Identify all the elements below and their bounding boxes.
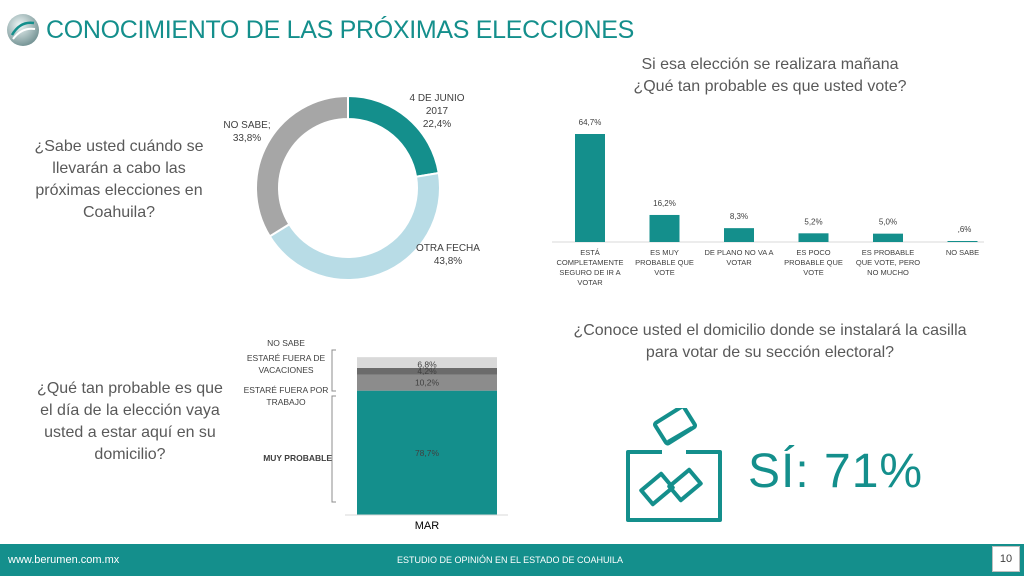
question-election-date: ¿Sabe usted cuándo se llevarán a cabo la… [34,138,204,221]
stack-category-label: MAR [415,520,440,532]
stack-value-label-0: 78,7% [415,448,440,458]
stack-segment-2 [357,367,497,375]
bar-value-label-2: 8,3% [730,212,748,221]
home-stacked-bar-chart: 78,7% 10,2% 4,2%6,8% MAR [331,349,508,532]
question-vote-probability-line2: ¿Qué tan probable es que usted vote? [633,78,907,95]
page-number: 10 [992,546,1020,572]
donut-label-other: OTRA FECHA 43,8% [404,242,492,268]
stack-series-label-1: ESTARÉ FUERA POR TRABAJO [243,385,329,407]
question-polling-location: ¿Conoce usted el domicilio donde se inst… [573,322,967,361]
bar-value-label-5: ,6% [958,225,972,234]
donut-label-nosabe: NO SABE; 33,8% [212,119,282,145]
page-title: CONOCIMIENTO DE LAS PRÓXIMAS ELECCIONES [46,16,634,44]
donut-label-nosabe-name: NO SABE [223,120,268,131]
donut-label-june-value: 22,4% [422,119,452,130]
polling-location-result: SÍ: 71% [748,445,924,498]
stack-segment-1 [357,374,497,391]
stack-series-label-0: MUY PROBABLE [263,453,332,463]
bar-category-label-3: ES POCO PROBABLE QUE VOTE [784,248,843,277]
donut-label-nosabe-value: 33,8% [232,133,262,144]
footer-bar [0,544,1024,576]
question-home-on-election-day: ¿Qué tan probable es que el día de la el… [37,380,223,463]
stack-segment-0 [357,390,497,515]
donut-label-june: 4 DE JUNIO 2017 22,4% [402,92,472,131]
footer-website-link[interactable]: www.berumen.com.mx [8,554,120,566]
stack-value-label-2: 4,2% [417,366,437,376]
bar-category-label-1: ES MUY PROBABLE QUE VOTE [635,248,694,277]
bar-value-label-1: 16,2% [653,199,676,208]
donut-slice-2 [255,94,349,238]
stack-bracket-top [331,349,336,392]
bar-0 [575,134,605,242]
donut-label-other-name: OTRA FECHA [416,243,480,254]
stack-segment-3 [357,357,497,368]
bar-3 [798,233,829,242]
footer-study-title: ESTUDIO DE OPINIÓN EN EL ESTADO DE COAHU… [396,555,624,565]
stack-series-label-2: ESTARÉ FUERA DE VACACIONES [246,353,326,375]
donut-label-other-value: 43,8% [433,256,463,267]
bar-category-label-0: ESTÁ COMPLETAMENTE SEGURO DE IR A VOTAR [556,248,624,287]
bar-5 [947,240,978,242]
bar-category-label-4: ES PROBABLE QUE VOTE, PERO NO MUCHO [855,248,921,277]
donut-label-june-name: 4 DE JUNIO 2017 [409,93,465,117]
bar-value-label-3: 5,2% [804,217,822,226]
berumen-logo-icon [7,14,39,46]
ballot-box-icon [626,408,722,522]
bar-4 [873,233,903,242]
vote-probability-bar-chart: 64,7% 16,2% 8,3% 5,2% 5,0% ,6% [552,118,984,243]
question-vote-probability-line1: Si esa elección se realizara mañana [641,56,899,73]
stack-series-label-3: NO SABE [267,338,305,348]
bar-category-label-5: NO SABE [945,248,980,257]
bar-2 [724,228,754,242]
question-vote-probability: Si esa elección se realizara mañana ¿Qué… [560,54,980,98]
bar-category-label-2: DE PLANO NO VA A VOTAR [704,248,774,267]
bar-value-label-0: 64,7% [579,118,602,127]
donut-chart [255,94,441,281]
stack-value-label-1: 10,2% [415,378,440,388]
bar-value-label-4: 5,0% [879,218,897,227]
stack-value-label-3: 6,8% [417,360,437,370]
stack-bracket-bottom [331,395,336,503]
bar-1 [649,214,680,242]
